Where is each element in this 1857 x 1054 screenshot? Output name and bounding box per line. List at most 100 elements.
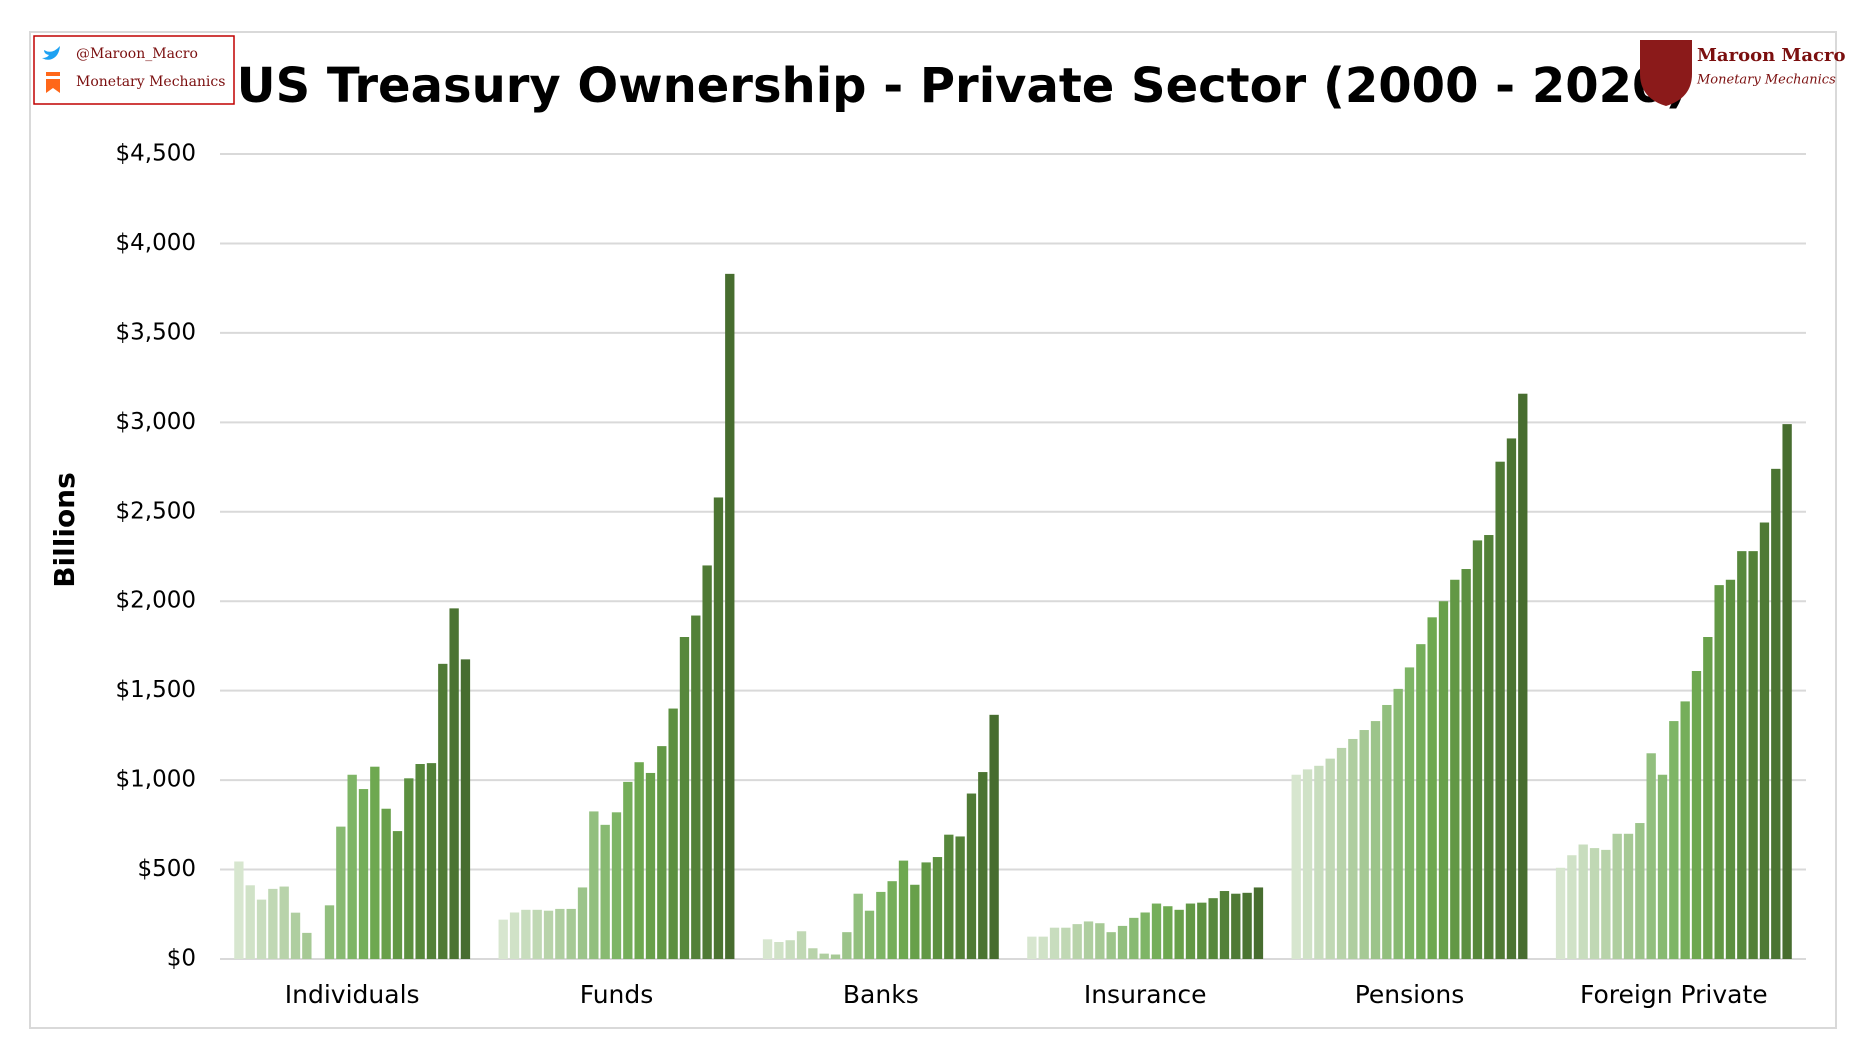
bar bbox=[774, 942, 784, 959]
substack-icon bbox=[46, 79, 60, 93]
bar bbox=[1129, 917, 1139, 959]
bar bbox=[370, 766, 380, 959]
social-box bbox=[33, 35, 235, 105]
bar bbox=[691, 615, 701, 959]
bar bbox=[853, 893, 863, 959]
x-tick-label: Foreign Private bbox=[1580, 980, 1768, 1009]
logo-subtitle: Monetary Mechanics bbox=[1696, 73, 1836, 88]
bar bbox=[910, 884, 920, 959]
bar bbox=[1669, 721, 1679, 959]
bar bbox=[725, 273, 735, 959]
bar bbox=[1370, 721, 1381, 959]
bar bbox=[623, 781, 633, 959]
bar bbox=[1691, 670, 1702, 959]
bar bbox=[1061, 927, 1071, 959]
bar bbox=[1185, 903, 1196, 959]
bar bbox=[1657, 774, 1668, 959]
bar bbox=[1427, 617, 1437, 959]
bar bbox=[1393, 688, 1403, 959]
bar bbox=[966, 793, 977, 959]
bar bbox=[1242, 892, 1252, 959]
bar bbox=[555, 908, 565, 959]
bar bbox=[589, 811, 599, 959]
bar bbox=[921, 862, 931, 959]
y-tick-label: $1,500 bbox=[116, 677, 196, 703]
bar bbox=[566, 908, 576, 959]
bar bbox=[1197, 902, 1207, 959]
bar bbox=[1382, 704, 1392, 959]
bar bbox=[1578, 844, 1588, 959]
bar bbox=[1567, 855, 1577, 959]
bar bbox=[1612, 833, 1622, 959]
bar bbox=[932, 857, 943, 959]
y-tick-label: $1,000 bbox=[116, 767, 196, 793]
bar bbox=[1680, 701, 1690, 959]
bar bbox=[611, 812, 622, 959]
bar bbox=[887, 881, 897, 959]
bar bbox=[449, 608, 459, 959]
bar bbox=[819, 953, 829, 959]
bar bbox=[302, 932, 312, 959]
bar bbox=[808, 948, 818, 959]
y-axis-label: Billions bbox=[48, 472, 81, 588]
bar bbox=[460, 659, 471, 959]
y-tick-label: $500 bbox=[137, 856, 196, 882]
twitter-icon bbox=[42, 46, 60, 60]
bar bbox=[1027, 936, 1037, 959]
bar bbox=[1291, 774, 1301, 959]
bar bbox=[830, 954, 841, 959]
bar bbox=[532, 909, 542, 959]
y-tick-label: $4,500 bbox=[116, 141, 196, 167]
bar bbox=[1416, 644, 1426, 959]
bar bbox=[600, 824, 610, 959]
bar bbox=[1140, 912, 1150, 959]
bar bbox=[955, 836, 965, 959]
bar bbox=[1472, 540, 1483, 959]
bar bbox=[509, 912, 520, 959]
bar bbox=[842, 932, 852, 959]
bar bbox=[1635, 823, 1645, 959]
bar bbox=[1737, 551, 1747, 959]
bar bbox=[1771, 468, 1781, 959]
y-tick-label: $2,500 bbox=[116, 498, 196, 524]
twitter-handle: @Maroon_Macro bbox=[76, 46, 198, 62]
bar bbox=[1518, 393, 1528, 959]
bar bbox=[577, 887, 588, 959]
bar bbox=[645, 772, 656, 959]
bar bbox=[1555, 867, 1566, 959]
bar bbox=[1438, 601, 1449, 959]
bar bbox=[1495, 461, 1505, 959]
x-tick-label: Funds bbox=[580, 980, 654, 1009]
bar bbox=[1450, 579, 1460, 959]
x-tick-label: Pensions bbox=[1355, 980, 1465, 1009]
bar bbox=[864, 910, 875, 959]
x-tick-label: Insurance bbox=[1084, 980, 1207, 1009]
bar bbox=[1163, 906, 1173, 959]
bar bbox=[256, 899, 267, 959]
bar bbox=[392, 831, 403, 959]
bar bbox=[785, 940, 795, 959]
x-tick-label: Individuals bbox=[285, 980, 420, 1009]
bar bbox=[543, 910, 554, 959]
bar bbox=[679, 637, 690, 959]
bar bbox=[498, 919, 508, 959]
y-tick-label: $3,000 bbox=[116, 409, 196, 435]
bar bbox=[1231, 893, 1241, 959]
bar bbox=[358, 789, 369, 959]
bar bbox=[1117, 925, 1128, 959]
frame bbox=[29, 31, 1837, 1029]
bar bbox=[381, 808, 391, 959]
bar bbox=[1461, 569, 1471, 959]
bar bbox=[713, 497, 724, 959]
bar bbox=[634, 762, 644, 959]
bar bbox=[898, 860, 909, 959]
bar bbox=[1782, 424, 1792, 960]
bar bbox=[279, 886, 289, 959]
bar bbox=[1038, 936, 1048, 959]
bar bbox=[702, 565, 712, 959]
bar bbox=[404, 778, 414, 959]
bar bbox=[1072, 924, 1082, 959]
bar bbox=[1348, 738, 1358, 959]
bar bbox=[347, 774, 357, 959]
